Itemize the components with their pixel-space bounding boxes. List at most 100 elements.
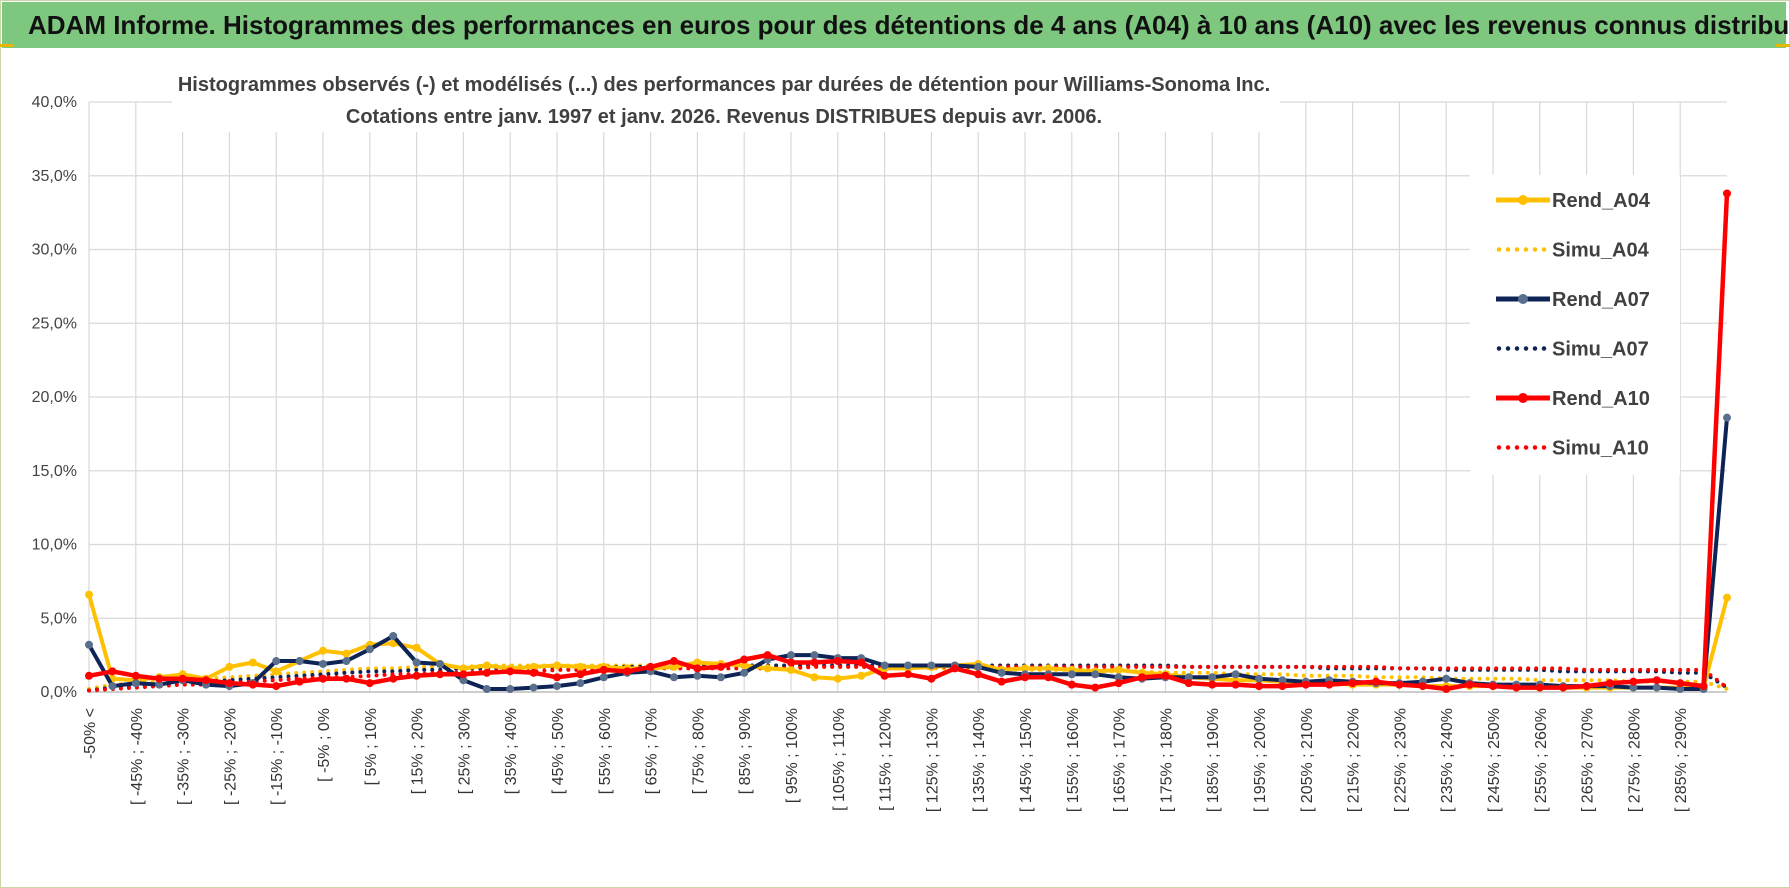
data-point [1348, 679, 1357, 688]
data-point [178, 674, 187, 683]
data-point [1114, 665, 1123, 674]
data-point [997, 677, 1006, 686]
data-point [459, 664, 468, 673]
data-point [319, 646, 327, 655]
data-point [1044, 673, 1053, 682]
data-point [1723, 593, 1731, 602]
legend-marker [1518, 393, 1528, 403]
x-tick-label: [ 135% ; 140% [971, 708, 988, 812]
x-tick-label: [ 195% ; 200% [1252, 708, 1269, 812]
data-point [1184, 679, 1193, 688]
data-point [693, 658, 702, 667]
data-point [599, 665, 608, 674]
x-tick-label: [ -35% ; -30% [176, 708, 193, 805]
data-point [1442, 674, 1451, 683]
data-point [927, 674, 936, 683]
data-point [529, 662, 538, 671]
data-point [319, 674, 327, 683]
chart-title: Histogrammes observés (-) et modélisés (… [178, 74, 1270, 96]
data-point [1091, 683, 1100, 692]
data-point [272, 667, 281, 676]
data-point [1231, 680, 1240, 689]
data-point [1208, 673, 1217, 682]
x-tick-label: [ -25% ; -20% [222, 708, 239, 805]
x-tick-label: [ 215% ; 220% [1346, 708, 1363, 812]
data-point [646, 662, 655, 671]
x-tick-label: [ 55% ; 60% [597, 708, 614, 794]
legend-label: Simu_A04 [1552, 240, 1650, 262]
data-point [389, 631, 398, 640]
data-point [693, 664, 702, 673]
data-point [904, 661, 912, 670]
data-point [482, 668, 491, 677]
data-point [576, 679, 585, 688]
x-tick-label: [ 115% ; 120% [878, 708, 895, 811]
x-tick-label: [ 165% ; 170% [1112, 708, 1129, 812]
x-tick-label: [ -5% ; 0% [316, 708, 333, 782]
data-point [974, 670, 983, 679]
data-point [85, 671, 93, 680]
data-point [1723, 189, 1731, 198]
legend-item-rend-a04: Rend_A04 [1496, 190, 1651, 212]
series-rend-a10 [85, 189, 1731, 694]
x-tick-label: [ -15% ; -10% [269, 708, 286, 805]
y-tick-label: 15,0% [32, 463, 77, 480]
data-point [1231, 670, 1240, 679]
data-point [342, 649, 351, 658]
data-point [295, 657, 304, 666]
data-point [272, 682, 281, 691]
y-tick-label: 25,0% [32, 315, 77, 332]
chart-legend: Rend_A04 Simu_A04 Rend_A07 Simu_A07 Rend_A10… [1470, 175, 1680, 475]
x-tick-label: [ 275% ; 280% [1626, 708, 1643, 812]
data-point [459, 676, 468, 685]
y-tick-label: 20,0% [32, 389, 77, 406]
data-point [693, 671, 702, 680]
x-tick-label: [ 125% ; 130% [924, 708, 941, 812]
data-point [1184, 673, 1193, 682]
data-point [576, 670, 585, 679]
data-point [1255, 682, 1263, 691]
chart-title-backdrop [172, 66, 1280, 132]
data-point [787, 651, 795, 660]
data-point [529, 683, 538, 692]
data-point [553, 682, 561, 691]
x-tick-label: [ 75% ; 80% [690, 708, 707, 794]
legend-label: Simu_A10 [1552, 438, 1649, 460]
data-point [810, 658, 819, 667]
data-point [342, 657, 351, 666]
data-point [787, 658, 795, 667]
x-tick-label: [ 65% ; 70% [644, 708, 661, 794]
data-point [506, 667, 515, 676]
x-tick-label: [ -45% ; -40% [129, 708, 146, 805]
x-tick-label: [ 235% ; 240% [1439, 708, 1456, 812]
data-point [506, 685, 515, 694]
data-point [810, 673, 819, 682]
data-point [1465, 680, 1474, 689]
data-point [436, 670, 444, 679]
data-point [857, 671, 866, 680]
data-point [1021, 673, 1029, 682]
data-point [670, 673, 678, 682]
y-tick-label: 40,0% [32, 94, 77, 111]
data-point [295, 677, 304, 686]
data-point [1676, 685, 1685, 694]
data-point [131, 671, 140, 680]
data-point [248, 680, 257, 689]
legend-label: Rend_A07 [1552, 289, 1650, 311]
data-point [342, 674, 351, 683]
x-tick-label: [ 45% ; 50% [550, 708, 567, 794]
data-point [1559, 683, 1568, 692]
data-point [1372, 677, 1380, 686]
data-point [927, 661, 936, 670]
data-point [459, 670, 468, 679]
data-point [716, 673, 725, 682]
data-point [1114, 673, 1123, 682]
data-point [1395, 680, 1404, 689]
x-tick-label: [ 35% ; 40% [503, 708, 520, 794]
data-point [85, 590, 93, 599]
data-point [1067, 680, 1076, 689]
data-point [1652, 676, 1661, 685]
data-point [670, 662, 678, 671]
data-point [225, 679, 234, 688]
